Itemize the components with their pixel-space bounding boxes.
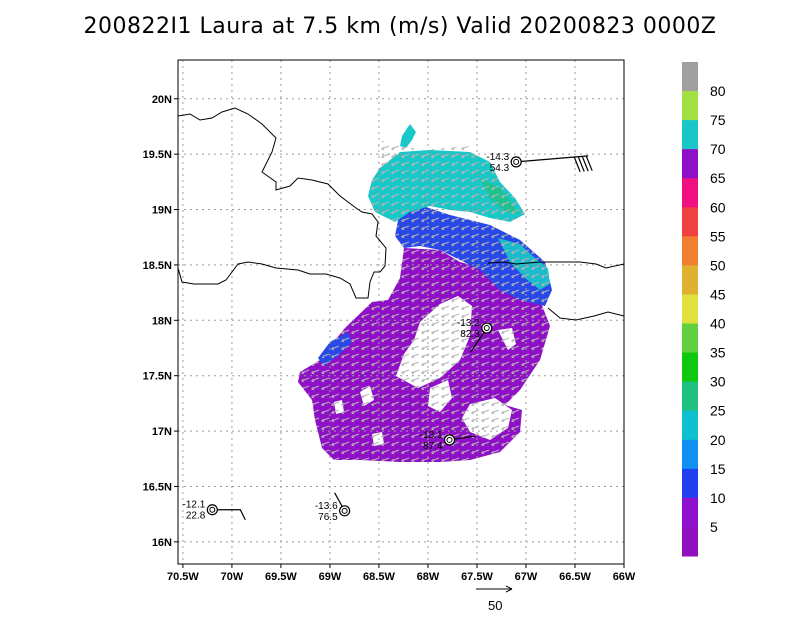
observation-marker: -13.282.3 [457, 318, 493, 353]
lat-label: 19N [152, 205, 172, 217]
colorbar-swatch [682, 178, 698, 208]
observation-bottom-value: 54.3 [490, 163, 510, 174]
lat-lon-grid [178, 60, 624, 564]
observation-top-value: -13.2 [457, 318, 480, 329]
colorbar-label: 35 [710, 345, 726, 361]
lon-label: 69.5W [265, 571, 297, 583]
colorbar-label: 15 [710, 461, 726, 477]
wind-barb [212, 509, 246, 520]
observation-bottom-value: 87.4 [423, 441, 443, 452]
colorbar-label: 40 [710, 316, 726, 332]
colorbar-swatch [682, 381, 698, 412]
station-circle-inner [446, 436, 453, 443]
lat-label: 18.5N [143, 260, 172, 272]
wind-shading [298, 124, 552, 462]
observation-marker: -13.676.5 [315, 492, 351, 523]
colorbar-label: 50 [710, 257, 726, 273]
colorbar-label: 30 [710, 374, 726, 390]
observation-top-value: -13.1 [420, 430, 443, 441]
latitude-labels: 20N 19.5N 19N 18.5N 18N 17.5N 17N 16.5N 16N [143, 94, 178, 549]
lat-label: 17N [152, 426, 172, 438]
lat-label: 20N [152, 94, 172, 106]
observation-top-value: -14.3 [486, 152, 509, 163]
station-circle-outer [510, 156, 522, 168]
plot-frame [177, 59, 625, 565]
colorbar-swatch [682, 294, 698, 325]
colorbar-swatch [682, 439, 698, 470]
scale-vector-label: 50 [488, 598, 502, 613]
colorbar-swatch [682, 497, 698, 528]
observation-top-value: -13.6 [315, 501, 338, 512]
lon-label: 70W [221, 571, 244, 583]
observation-marker: -14.354.3 [486, 152, 593, 174]
station-circle-inner [341, 507, 348, 514]
lon-label: 66.5W [559, 571, 591, 583]
lat-label: 19.5N [143, 149, 172, 161]
longitude-labels: 70.5W 70W 69.5W 69W 68.5W 68W 67.5W 67W 66.5W 66W [167, 564, 636, 583]
observation-marker: -13.187.4 [420, 430, 476, 452]
colorbar-label: 5 [710, 519, 718, 535]
colorbar: 80 75 70 65 60 55 50 45 40 35 30 25 20 15 10 5 [682, 62, 726, 557]
station-circle-outer [481, 322, 493, 334]
colorbar-swatch [682, 410, 698, 441]
colorbar-swatch [682, 323, 698, 354]
colorbar-label: 80 [710, 83, 726, 99]
scale-vector: 50 [476, 585, 513, 613]
lon-label: 70.5W [167, 571, 199, 583]
station-circle-outer [339, 505, 351, 517]
lat-label: 16N [152, 537, 172, 549]
observation-bottom-value: 82.3 [460, 329, 480, 340]
lon-label: 69W [319, 571, 342, 583]
observation-marker: -12.122.8 [183, 500, 246, 522]
map-title: 200822I1 Laura at 7.5 km (m/s) Valid 202… [83, 14, 717, 39]
lat-label: 18N [152, 315, 172, 327]
colorbar-swatch [682, 352, 698, 383]
observation-markers: -14.354.3 -13.282.3 -13.187.4 -12.122.8 -13.… [183, 152, 593, 523]
colorbar-label: 10 [710, 490, 726, 506]
station-circle-outer [206, 504, 218, 516]
colorbar-label: 55 [710, 228, 726, 244]
colorbar-label: 25 [710, 403, 726, 419]
station-circle-inner [209, 506, 216, 513]
colorbar-label: 70 [710, 141, 726, 157]
colorbar-label: 65 [710, 170, 726, 186]
colorbar-label: 75 [710, 112, 726, 128]
colorbar-swatch [682, 236, 698, 266]
station-circle-inner [513, 158, 520, 165]
lon-label: 68.5W [363, 571, 395, 583]
colorbar-label: 45 [710, 286, 726, 302]
colorbar-swatch [682, 120, 698, 150]
colorbar-label: 60 [710, 199, 726, 215]
coastline [178, 107, 624, 321]
observation-top-value: -12.1 [183, 500, 206, 511]
station-circle-inner [483, 325, 490, 332]
colorbar-swatch [682, 207, 698, 237]
observation-bottom-value: 76.5 [318, 512, 338, 523]
station-circle-outer [443, 434, 456, 446]
colorbar-label: 20 [710, 432, 726, 448]
lon-label: 68W [417, 571, 440, 583]
colorbar-swatch [682, 62, 698, 92]
colorbar-swatch [682, 526, 698, 557]
lat-label: 16.5N [143, 481, 172, 493]
colorbar-swatch [682, 149, 698, 179]
lon-label: 66W [613, 571, 636, 583]
colorbar-swatch [682, 468, 698, 499]
lon-label: 67W [515, 571, 538, 583]
observation-bottom-value: 22.8 [186, 511, 206, 522]
lon-label: 67.5W [461, 571, 493, 583]
wind-barb [516, 155, 593, 173]
colorbar-swatch [682, 91, 698, 121]
lat-label: 17.5N [143, 371, 172, 383]
colorbar-swatch [682, 265, 698, 295]
